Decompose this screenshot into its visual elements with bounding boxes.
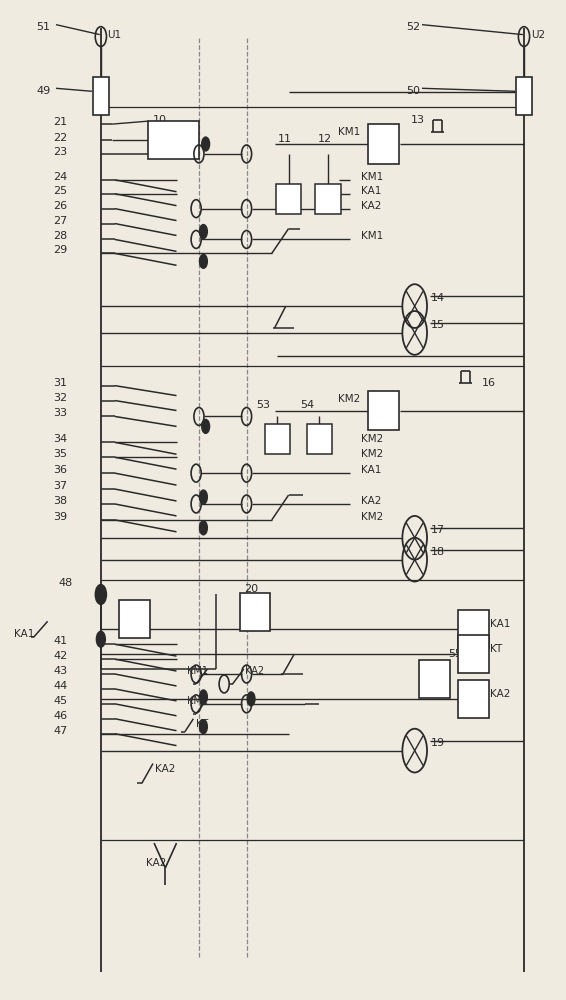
Circle shape xyxy=(199,225,207,238)
Text: 19: 19 xyxy=(430,738,444,748)
Text: 35: 35 xyxy=(53,449,67,459)
Bar xyxy=(307,424,332,454)
Text: KA1: KA1 xyxy=(14,629,35,639)
Text: 43: 43 xyxy=(53,666,67,676)
Circle shape xyxy=(201,137,209,151)
Text: 31: 31 xyxy=(53,378,67,388)
Bar xyxy=(239,593,271,631)
Text: KA2: KA2 xyxy=(362,496,382,506)
Bar xyxy=(516,77,532,115)
Text: KM2: KM2 xyxy=(187,696,208,706)
Text: KA2: KA2 xyxy=(362,201,382,211)
Text: 25: 25 xyxy=(53,186,67,196)
Bar xyxy=(458,680,489,718)
Text: KM2: KM2 xyxy=(362,449,384,459)
Text: KM2: KM2 xyxy=(362,434,384,444)
Bar xyxy=(119,600,150,638)
Text: KA1: KA1 xyxy=(362,186,382,196)
Text: 42: 42 xyxy=(53,651,67,661)
Text: 10: 10 xyxy=(153,115,167,125)
Text: 14: 14 xyxy=(430,293,444,303)
Text: 26: 26 xyxy=(53,201,67,211)
Text: KM1: KM1 xyxy=(338,127,360,137)
Bar xyxy=(458,635,489,673)
Text: 12: 12 xyxy=(318,134,332,144)
Text: 28: 28 xyxy=(53,231,67,241)
Text: 27: 27 xyxy=(53,216,67,226)
Bar xyxy=(419,660,450,698)
Circle shape xyxy=(95,585,106,604)
Bar xyxy=(276,184,302,214)
Text: 47: 47 xyxy=(53,726,67,736)
Bar xyxy=(458,610,489,648)
Text: KM2: KM2 xyxy=(338,394,360,404)
Text: 49: 49 xyxy=(36,86,50,96)
Bar xyxy=(93,77,109,115)
Text: KM2: KM2 xyxy=(362,512,384,522)
Text: 48: 48 xyxy=(59,578,73,588)
Text: 46: 46 xyxy=(53,711,67,721)
Text: 54: 54 xyxy=(300,400,314,410)
Text: KA2: KA2 xyxy=(490,689,511,699)
Bar xyxy=(264,424,290,454)
Text: KA2: KA2 xyxy=(145,858,166,868)
Text: 22: 22 xyxy=(53,133,67,143)
Text: KM1: KM1 xyxy=(362,231,384,241)
Text: 16: 16 xyxy=(482,378,496,388)
Text: 37: 37 xyxy=(53,481,67,491)
Text: 55: 55 xyxy=(448,649,462,659)
Text: 41: 41 xyxy=(53,636,67,646)
Text: 33: 33 xyxy=(53,408,67,418)
Text: 20: 20 xyxy=(244,584,258,594)
Text: U2: U2 xyxy=(531,30,545,40)
Text: 52: 52 xyxy=(406,22,421,32)
Text: KA2: KA2 xyxy=(155,764,175,774)
Text: 15: 15 xyxy=(430,320,444,330)
Text: 36: 36 xyxy=(53,465,67,475)
Circle shape xyxy=(199,690,207,704)
Circle shape xyxy=(96,631,105,647)
Circle shape xyxy=(199,254,207,268)
Bar xyxy=(315,184,341,214)
Circle shape xyxy=(201,419,209,433)
Text: 21: 21 xyxy=(53,117,67,127)
Text: 24: 24 xyxy=(53,172,67,182)
Bar xyxy=(148,121,199,159)
Bar xyxy=(368,124,399,164)
Text: KT: KT xyxy=(196,719,208,729)
Text: 11: 11 xyxy=(277,134,291,144)
Text: 17: 17 xyxy=(430,525,444,535)
Text: KA1: KA1 xyxy=(490,619,511,629)
Text: 45: 45 xyxy=(53,696,67,706)
Bar xyxy=(368,391,399,430)
Text: U1: U1 xyxy=(108,30,122,40)
Circle shape xyxy=(247,692,255,706)
Text: 13: 13 xyxy=(411,115,424,125)
Text: 38: 38 xyxy=(53,496,67,506)
Circle shape xyxy=(199,720,207,734)
Text: 18: 18 xyxy=(430,547,444,557)
Text: KM1: KM1 xyxy=(362,172,384,182)
Text: 50: 50 xyxy=(406,86,421,96)
Text: 29: 29 xyxy=(53,245,67,255)
Text: KA2: KA2 xyxy=(245,666,264,676)
Text: 39: 39 xyxy=(53,512,67,522)
Text: 23: 23 xyxy=(53,147,67,157)
Text: 34: 34 xyxy=(53,434,67,444)
Circle shape xyxy=(199,490,207,504)
Circle shape xyxy=(199,521,207,535)
Text: 53: 53 xyxy=(256,400,270,410)
Text: KT: KT xyxy=(490,644,503,654)
Text: 32: 32 xyxy=(53,393,67,403)
Text: 44: 44 xyxy=(53,681,67,691)
Text: KM1: KM1 xyxy=(187,666,208,676)
Text: 51: 51 xyxy=(36,22,50,32)
Text: KA1: KA1 xyxy=(362,465,382,475)
